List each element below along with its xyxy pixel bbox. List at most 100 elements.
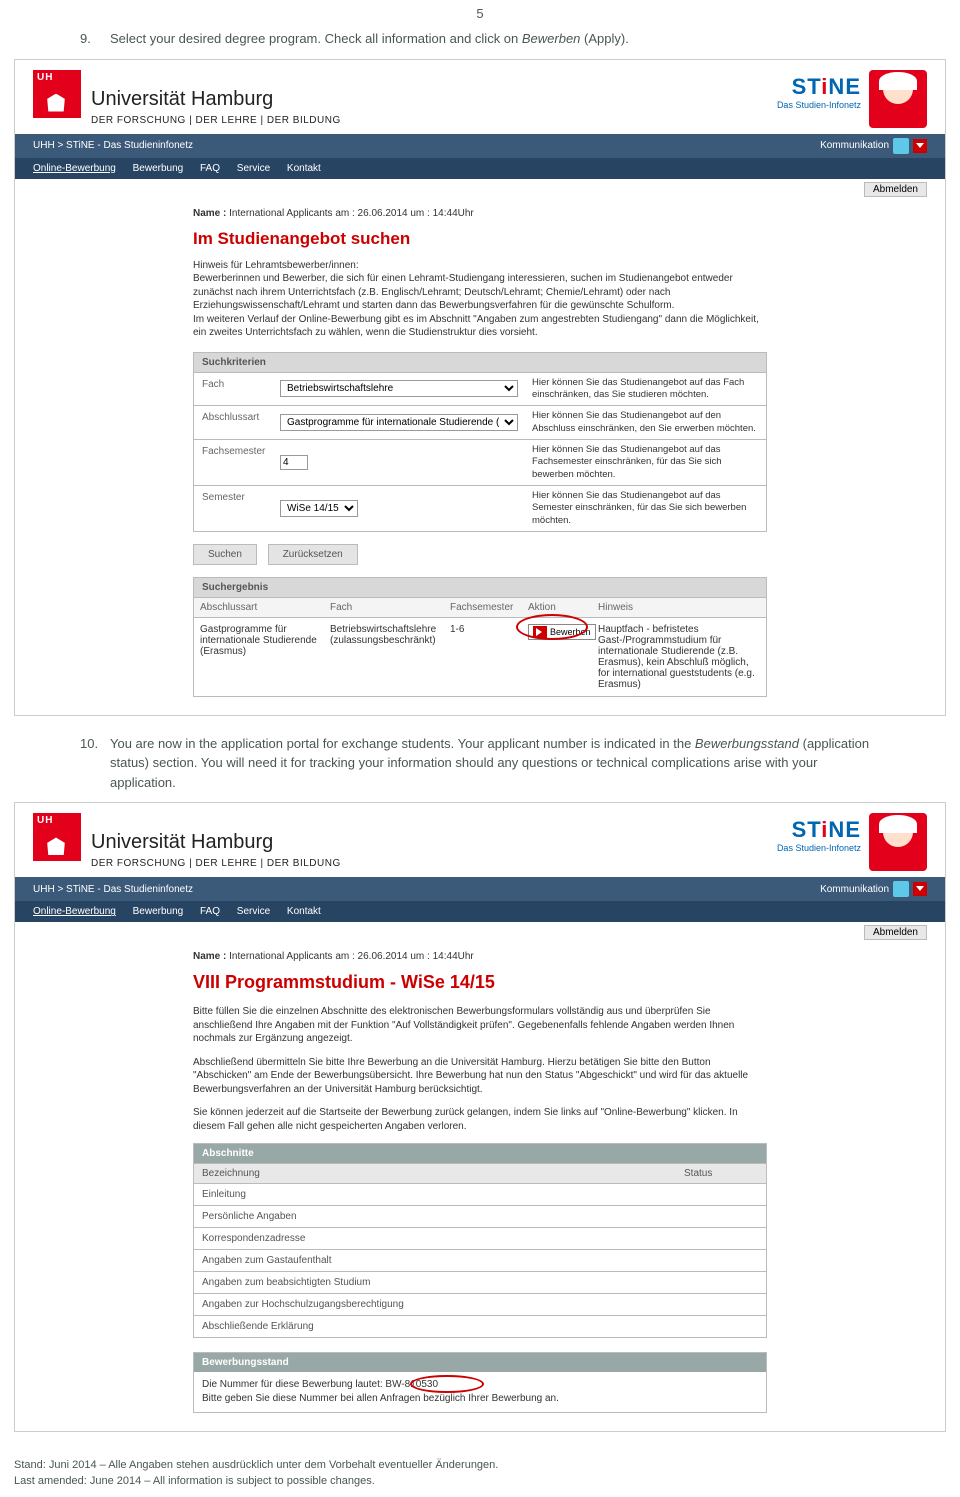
sem-field: WiSe 14/15 xyxy=(274,486,524,531)
abschluss-hint: Hier können Sie das Studienangebot auf d… xyxy=(524,406,766,439)
twitter-icon[interactable] xyxy=(893,138,909,154)
dropdown-icon[interactable] xyxy=(913,139,927,153)
reset-button[interactable]: Zurücksetzen xyxy=(268,544,358,565)
bewerben-button[interactable]: Bewerben xyxy=(528,624,596,640)
abschnitte-header: Abschnitte xyxy=(194,1144,766,1164)
ss2-header: Universität Hamburg DER FORSCHUNG | DER … xyxy=(15,803,945,877)
fs-hint: Hier können Sie das Studienangebot auf d… xyxy=(524,440,766,485)
step-10-text: You are now in the application portal fo… xyxy=(110,734,880,793)
stine-logo-2: STiNE xyxy=(777,817,861,843)
stine-subtitle: Das Studien-Infonetz xyxy=(777,100,861,110)
kommunikation-label-2: Kommunikation xyxy=(820,884,889,895)
abmelden-bar: Abmelden xyxy=(15,179,945,200)
arrow-icon xyxy=(533,626,547,638)
sec-korrespondenz[interactable]: Korrespondenzadresse xyxy=(194,1228,766,1250)
result-box: Suchergebnis Abschlussart Fach Fachsemes… xyxy=(193,577,767,697)
tagline-2: DER FORSCHUNG | DER LEHRE | DER BILDUNG xyxy=(91,858,341,869)
nav2-faq[interactable]: FAQ xyxy=(200,906,220,917)
uhh-logo-icon-2 xyxy=(33,813,81,861)
crit-fs: Fachsemester Hier können Sie das Studien… xyxy=(194,440,766,486)
col-hinweis: Hinweis xyxy=(592,598,766,617)
abschluss-field: Gastprogramme für internationale Studier… xyxy=(274,406,524,439)
step-9-italic: Bewerben xyxy=(522,31,581,46)
step-10-num: 10. xyxy=(80,734,110,793)
sem-label: Semester xyxy=(194,486,274,531)
hint-block: Hinweis für Lehramtsbewerber/innen: Bewe… xyxy=(193,259,767,340)
sec-gastaufenthalt[interactable]: Angaben zum Gastaufenthalt xyxy=(194,1250,766,1272)
breadcrumb-bar-2: UHH > STiNE - Das Studieninfonetz Kommun… xyxy=(15,877,945,901)
nav-bewerbung[interactable]: Bewerbung xyxy=(133,163,184,174)
stine-text: STiNE Das Studien-Infonetz xyxy=(777,74,861,110)
name-value-2: International Applicants am : 26.06.2014… xyxy=(226,951,473,962)
fs-input[interactable] xyxy=(280,455,308,470)
suchen-button[interactable]: Suchen xyxy=(193,544,257,565)
ss2-p3: Sie können jederzeit auf die Startseite … xyxy=(193,1106,767,1133)
abschluss-select[interactable]: Gastprogramme für internationale Studier… xyxy=(280,414,518,431)
step-9-before: Select your desired degree program. Chec… xyxy=(110,31,522,46)
nav2-service[interactable]: Service xyxy=(237,906,270,917)
col-bezeichnung: Bezeichnung xyxy=(194,1164,676,1183)
ss2-p2: Abschließend übermitteln Sie bitte Ihre … xyxy=(193,1056,767,1097)
bewerbungsstand-box: Bewerbungsstand Die Nummer für diese Bew… xyxy=(193,1352,767,1413)
fach-select[interactable]: Betriebswirtschaftslehre xyxy=(280,380,518,397)
uhh-logo-area: Universität Hamburg DER FORSCHUNG | DER … xyxy=(33,70,341,126)
ss2-title: VIII Programmstudium - WiSe 14/15 xyxy=(193,972,767,993)
name-label-2: Name : xyxy=(193,951,226,962)
uni-text-2: Universität Hamburg DER FORSCHUNG | DER … xyxy=(91,831,341,869)
row-fs: 1-6 xyxy=(444,618,522,696)
mascot-icon-2 xyxy=(869,813,927,871)
fach-hint: Hier können Sie das Studienangebot auf d… xyxy=(524,373,766,406)
nav-service[interactable]: Service xyxy=(237,163,270,174)
abmelden-button-2[interactable]: Abmelden xyxy=(864,925,927,940)
twitter-icon-2[interactable] xyxy=(893,881,909,897)
nav-online-bewerbung[interactable]: Online-Bewerbung xyxy=(33,163,116,174)
col-abschlussart: Abschlussart xyxy=(194,598,324,617)
navbar-2: Online-Bewerbung Bewerbung FAQ Service K… xyxy=(15,901,945,922)
ss2-content: Name : International Applicants am : 26.… xyxy=(15,943,945,1431)
stine-text-2: STiNE Das Studien-Infonetz xyxy=(777,817,861,853)
abmelden-button[interactable]: Abmelden xyxy=(864,182,927,197)
uhh-logo-icon xyxy=(33,70,81,118)
sec-studium[interactable]: Angaben zum beabsichtigten Studium xyxy=(194,1272,766,1294)
sec-einleitung[interactable]: Einleitung xyxy=(194,1184,766,1206)
dropdown-icon-2[interactable] xyxy=(913,882,927,896)
uni-name: Universität Hamburg xyxy=(91,88,341,111)
name-line-2: Name : International Applicants am : 26.… xyxy=(193,951,767,962)
uhh-logo-area-2: Universität Hamburg DER FORSCHUNG | DER … xyxy=(33,813,341,869)
stine-area-2: STiNE Das Studien-Infonetz xyxy=(777,813,927,871)
step-9: 9. Select your desired degree program. C… xyxy=(80,29,880,49)
bewerben-label: Bewerben xyxy=(550,627,591,637)
col-fachsemester: Fachsemester xyxy=(444,598,522,617)
crit-fach: Fach Betriebswirtschaftslehre Hier könne… xyxy=(194,373,766,407)
sem-select[interactable]: WiSe 14/15 xyxy=(280,500,358,517)
nav2-online-bewerbung[interactable]: Online-Bewerbung xyxy=(33,906,116,917)
row-hinweis: Hauptfach - befristetes Gast-/Programmst… xyxy=(592,618,766,696)
stine-subtitle-2: Das Studien-Infonetz xyxy=(777,843,861,853)
result-cols: Abschlussart Fach Fachsemester Aktion Hi… xyxy=(194,598,766,618)
nav2-kontakt[interactable]: Kontakt xyxy=(287,906,321,917)
sec-erklaerung[interactable]: Abschließende Erklärung xyxy=(194,1316,766,1338)
nav-kontakt[interactable]: Kontakt xyxy=(287,163,321,174)
abschnitte-box: Abschnitte Bezeichnung Status Einleitung… xyxy=(193,1143,767,1338)
step-10-t1: You are now in the application portal fo… xyxy=(110,736,695,751)
sec-hzb[interactable]: Angaben zur Hochschulzugangsberechtigung xyxy=(194,1294,766,1316)
document-page: 5 9. Select your desired degree program.… xyxy=(0,6,960,1497)
col-status: Status xyxy=(676,1164,766,1183)
nav-faq[interactable]: FAQ xyxy=(200,163,220,174)
fs-label: Fachsemester xyxy=(194,440,274,485)
result-header: Suchergebnis xyxy=(194,578,766,598)
breadcrumb-bar: UHH > STiNE - Das Studieninfonetz Kommun… xyxy=(15,134,945,158)
hint-body: Bewerberinnen und Bewerber, die sich für… xyxy=(193,273,759,338)
sec-persoenliche[interactable]: Persönliche Angaben xyxy=(194,1206,766,1228)
name-label: Name : xyxy=(193,208,226,219)
hint-title: Hinweis für Lehramtsbewerber/innen: xyxy=(193,260,359,271)
nav2-bewerbung[interactable]: Bewerbung xyxy=(133,906,184,917)
uni-text: Universität Hamburg DER FORSCHUNG | DER … xyxy=(91,88,341,126)
stine-area: STiNE Das Studien-Infonetz xyxy=(777,70,927,128)
ss1-title: Im Studienangebot suchen xyxy=(193,229,767,249)
uni-name-2: Universität Hamburg xyxy=(91,831,341,854)
bewerbungsstand-content: Die Nummer für diese Bewerbung lautet: B… xyxy=(194,1372,766,1412)
step-9-after: (Apply). xyxy=(580,31,628,46)
step-9-text: Select your desired degree program. Chec… xyxy=(110,29,629,49)
crit-abschluss: Abschlussart Gastprogramme für internati… xyxy=(194,406,766,440)
